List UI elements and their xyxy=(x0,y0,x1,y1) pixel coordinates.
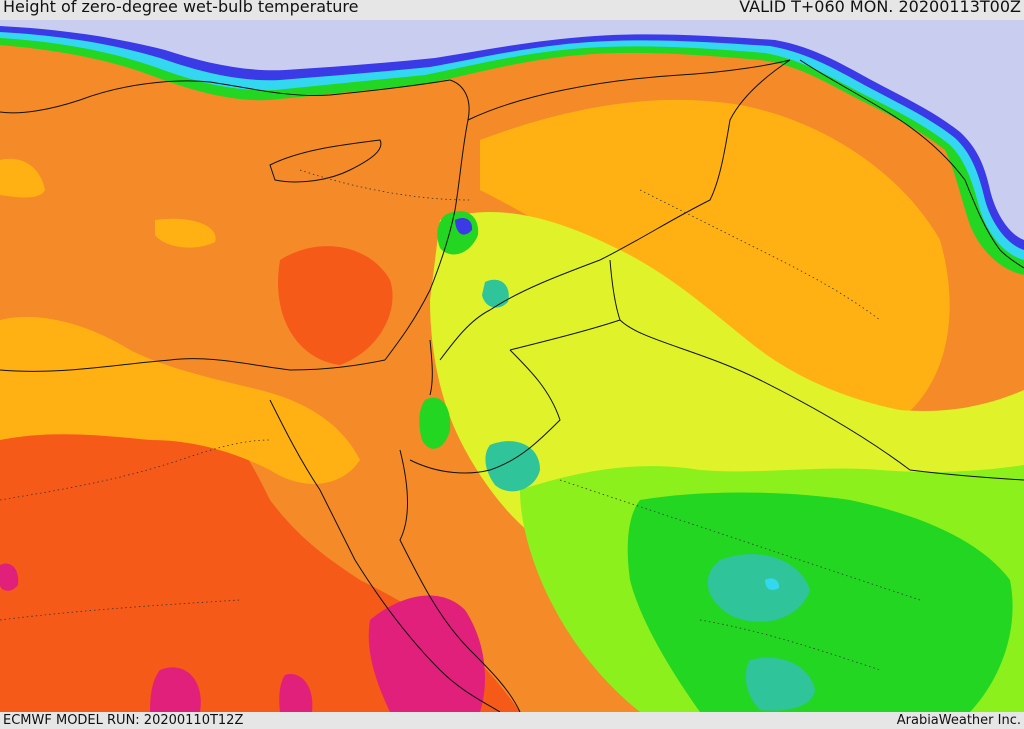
field-green-dead-sea xyxy=(419,397,451,449)
field-blue-north xyxy=(0,20,1024,250)
field-lavender-north xyxy=(0,20,1024,240)
country-borders xyxy=(0,59,1024,712)
border-jordan-iraq xyxy=(509,319,621,351)
field-teal-south xyxy=(745,657,815,711)
model-run-label: ECMWF MODEL RUN: 20200110T12Z xyxy=(3,713,244,728)
coastline-north-africa xyxy=(0,358,386,372)
boundary-saudi-1 xyxy=(559,479,921,601)
field-red-orange-sea xyxy=(278,246,393,365)
border-jordan-saudi xyxy=(409,349,561,474)
map-title: Height of zero-degree wet-bulb temperatu… xyxy=(3,0,359,16)
weather-map-canvas xyxy=(0,20,1024,712)
field-magenta-west xyxy=(0,563,19,591)
province-boundaries xyxy=(0,169,921,671)
coastline-turkey xyxy=(0,79,451,114)
coastline-red-sea-east xyxy=(399,449,521,712)
border-syria-iraq xyxy=(599,59,791,261)
coastline-red-sea-west xyxy=(269,399,501,712)
field-light-orange-east xyxy=(480,99,950,422)
field-teal-saudi xyxy=(707,554,810,622)
map-header: Height of zero-degree wet-bulb temperatu… xyxy=(0,0,1024,20)
jordan-river xyxy=(429,339,433,396)
border-turkey-syria xyxy=(467,59,791,121)
boundary-egypt-1 xyxy=(0,439,271,501)
boundary-iraq-1 xyxy=(639,189,881,321)
field-cyan-spot xyxy=(765,578,780,590)
coastline-levant xyxy=(384,79,470,361)
border-jordan-syria xyxy=(439,259,601,361)
field-cyan-north xyxy=(0,20,1024,260)
valid-time: VALID T+060 MON. 20200113T00Z xyxy=(739,0,1021,16)
field-blue-lebanon xyxy=(455,218,473,235)
cyprus-outline xyxy=(269,139,382,183)
weather-map xyxy=(0,20,1024,712)
field-magenta-red-sea xyxy=(368,595,485,712)
field-magenta-south-2 xyxy=(279,674,313,712)
field-light-orange-west xyxy=(0,316,360,484)
field-light-orange-coast xyxy=(0,158,45,198)
field-teal-jordan xyxy=(485,441,540,492)
field-magenta-south xyxy=(150,667,201,712)
field-yellow-green xyxy=(430,211,1024,540)
map-footer: ECMWF MODEL RUN: 20200110T12Z ArabiaWeat… xyxy=(0,712,1024,729)
credit-label: ArabiaWeather Inc. xyxy=(896,713,1021,728)
field-light-orange-sea xyxy=(155,218,216,248)
field-green xyxy=(627,492,1013,712)
border-iraq-iran xyxy=(799,59,1024,269)
field-teal-spot xyxy=(482,279,509,308)
